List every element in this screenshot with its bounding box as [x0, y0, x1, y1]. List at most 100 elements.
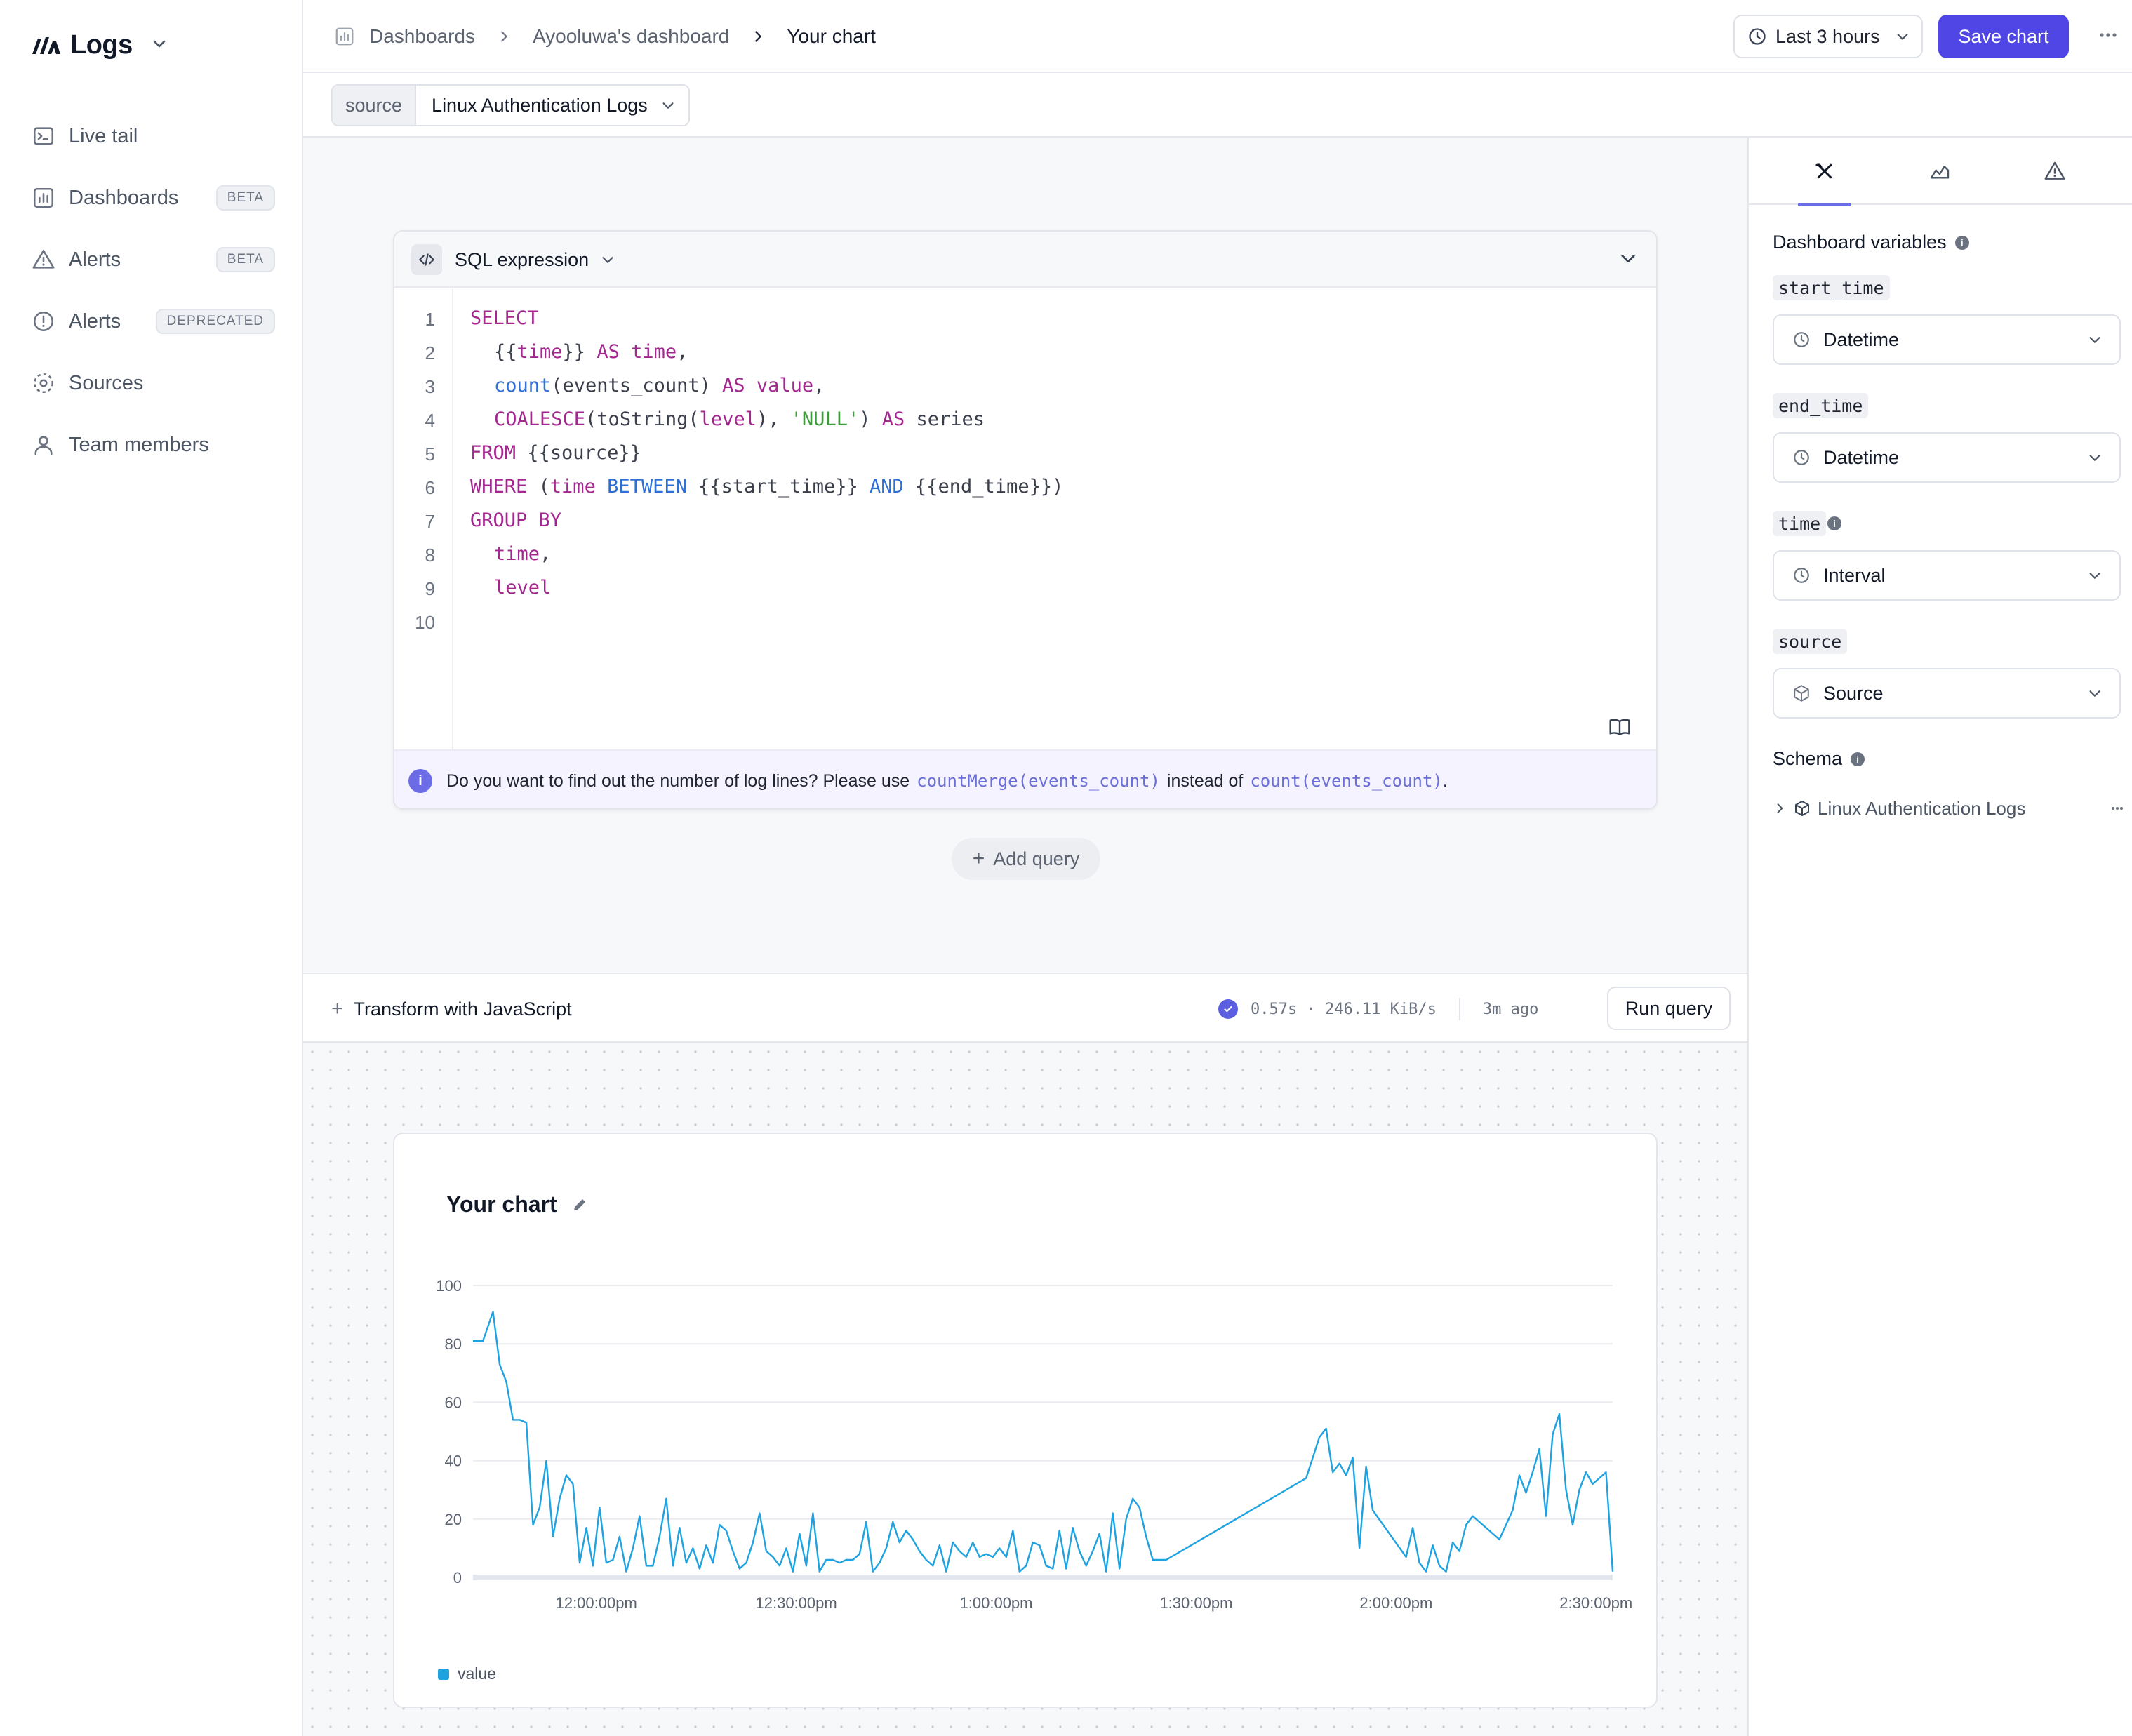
sidebar-item-alerts[interactable]: Alerts BETA: [29, 229, 275, 291]
sidebar-item-live-tail[interactable]: Live tail: [29, 105, 275, 167]
book-icon[interactable]: [1608, 716, 1631, 742]
clock-icon: [1794, 568, 1809, 583]
info-icon[interactable]: i: [1851, 752, 1865, 766]
logs-logo-icon: [31, 34, 62, 55]
brand-switcher[interactable]: Logs: [31, 27, 168, 63]
top-bar: Dashboards Ayooluwa's dashboard Your cha…: [303, 0, 2132, 73]
variable-type-label: Datetime: [1823, 446, 1900, 468]
info-icon[interactable]: i: [1954, 235, 1969, 250]
beta-badge: BETA: [215, 185, 275, 211]
right-panel: Dashboard variables i start_time Datetim…: [1747, 138, 2132, 1736]
legend-label: value: [458, 1664, 496, 1683]
sidebar-item-label: Alerts: [69, 309, 121, 333]
sidebar-item-dashboards[interactable]: Dashboards BETA: [29, 167, 275, 229]
x-tick-label: 1:00:00pm: [960, 1594, 1033, 1612]
time-range-label: Last 3 hours: [1775, 25, 1880, 47]
warning-triangle-icon: [2044, 161, 2065, 180]
chevron-down-icon: [2087, 450, 2103, 465]
source-value[interactable]: Linux Authentication Logs: [416, 86, 688, 125]
x-tick-label: 1:30:00pm: [1159, 1594, 1232, 1612]
dashboard-variables-title: Dashboard variables: [1773, 232, 1947, 253]
sidebar-item-label: Live tail: [69, 124, 138, 147]
more-options-icon[interactable]: [2111, 806, 2124, 810]
terminal-icon: [29, 122, 58, 150]
transform-label: Transform with JavaScript: [353, 998, 572, 1020]
info-icon: i: [408, 769, 432, 793]
hint-suffix: .: [1442, 770, 1448, 791]
variable-type-select-source[interactable]: Source: [1773, 668, 2121, 719]
line-chart: 0 20 40 60 80 100 12:00:00pm 12:30:00pm 1:00:00p…: [436, 1277, 1632, 1612]
variable-icon: [1815, 163, 1832, 179]
variable-type-select-time[interactable]: Interval: [1773, 550, 2121, 601]
line-number: 8: [425, 545, 435, 566]
line-number: 5: [425, 443, 435, 465]
code-line: FROM {{source}}: [470, 442, 641, 464]
sidebar-item-team-members[interactable]: Team members: [29, 414, 275, 476]
sidebar: Logs Live tail Dashboards BETA Alerts BE…: [0, 0, 303, 1736]
chart-legend[interactable]: value: [438, 1664, 496, 1683]
tab-variables[interactable]: [1798, 152, 1851, 206]
hint-prefix: Do you want to find out the number of lo…: [446, 770, 910, 791]
tab-visualization[interactable]: [1913, 152, 1966, 191]
sidebar-item-alerts-deprecated[interactable]: Alerts DEPRECATED: [29, 291, 275, 352]
query-throughput: 0.57s · 246.11 KiB/s: [1251, 1000, 1437, 1018]
sidebar-item-label: Dashboards: [69, 186, 179, 209]
alert-circle-icon: [29, 307, 58, 335]
code-line: count(events_count) AS value,: [494, 375, 825, 396]
variable-type-select-end-time[interactable]: Datetime: [1773, 432, 2121, 483]
chart-title: Your chart: [446, 1191, 588, 1217]
schema-item-label: Linux Authentication Logs: [1818, 797, 2026, 819]
cube-icon: [1794, 800, 1811, 817]
chart-card: 0 20 40 60 80 100 12:00:00pm 12:30:00pm 1:00:00p…: [393, 1133, 1658, 1708]
deprecated-badge: DEPRECATED: [155, 309, 275, 334]
run-query-button[interactable]: Run query: [1607, 987, 1731, 1030]
beta-badge: BETA: [215, 247, 275, 272]
chevron-down-icon: [2087, 568, 2103, 583]
sidebar-item-sources[interactable]: Sources: [29, 352, 275, 414]
schema-item[interactable]: Linux Authentication Logs: [1773, 794, 2124, 822]
editor-mode-selector[interactable]: SQL expression: [455, 232, 615, 288]
line-number: 9: [425, 578, 435, 599]
chart-title-text: Your chart: [446, 1191, 557, 1217]
sources-icon: [29, 369, 58, 397]
more-options-icon[interactable]: [2094, 21, 2122, 49]
clock-icon: [1794, 450, 1809, 465]
hint-current-function: count(events_count): [1250, 771, 1443, 791]
chart-canvas-area: 0 20 40 60 80 100 12:00:00pm 12:30:00pm 1:00:00p…: [303, 1043, 1747, 1736]
dashboard-grid-icon: [334, 26, 355, 47]
variable-type-select-start-time[interactable]: Datetime: [1773, 314, 2121, 365]
chevron-right-icon: [750, 29, 766, 44]
breadcrumb-current: Your chart: [787, 25, 876, 47]
info-icon[interactable]: i: [1827, 516, 1841, 530]
line-number-gutter: 1 2 3 4 5 6 7 8 9 10: [394, 289, 453, 749]
chevron-down-icon: [662, 102, 674, 109]
line-number: 3: [425, 376, 435, 397]
y-tick-label: 100: [436, 1277, 462, 1295]
add-query-button[interactable]: + Add query: [952, 838, 1100, 880]
sidebar-item-label: Team members: [69, 433, 209, 456]
warning-triangle-icon: [29, 246, 58, 274]
chevron-down-icon: [2087, 686, 2103, 701]
breadcrumb-dashboard[interactable]: Ayooluwa's dashboard: [532, 25, 730, 47]
line-number: 4: [425, 410, 435, 431]
source-bar: source Linux Authentication Logs: [303, 73, 2132, 138]
chevron-down-icon: [602, 257, 613, 263]
pencil-icon[interactable]: [571, 1196, 588, 1213]
cube-icon: [1794, 685, 1809, 702]
source-key-label: source: [333, 86, 417, 125]
query-hint-banner: i Do you want to find out the number of …: [394, 749, 1656, 808]
hint-suggested-function: countMerge(events_count): [917, 771, 1160, 791]
query-stats: 0.57s · 246.11 KiB/s 3m ago: [1218, 974, 1538, 1044]
schema-title: Schema: [1773, 748, 1843, 769]
transform-with-javascript-button[interactable]: + Transform with JavaScript: [331, 974, 572, 1044]
source-selector[interactable]: source Linux Authentication Logs: [331, 84, 690, 126]
breadcrumb-dashboards[interactable]: Dashboards: [369, 25, 475, 47]
chevron-right-icon: [1773, 801, 1787, 815]
tab-alerts[interactable]: [2028, 152, 2081, 191]
variable-type-label: Interval: [1823, 564, 1886, 586]
save-chart-button[interactable]: Save chart: [1938, 15, 2069, 58]
chevron-down-icon: [1895, 29, 1910, 44]
collapse-editor-icon[interactable]: [1618, 248, 1638, 272]
time-range-picker[interactable]: Last 3 hours: [1733, 15, 1923, 58]
series-line-value[interactable]: [473, 1311, 1614, 1573]
